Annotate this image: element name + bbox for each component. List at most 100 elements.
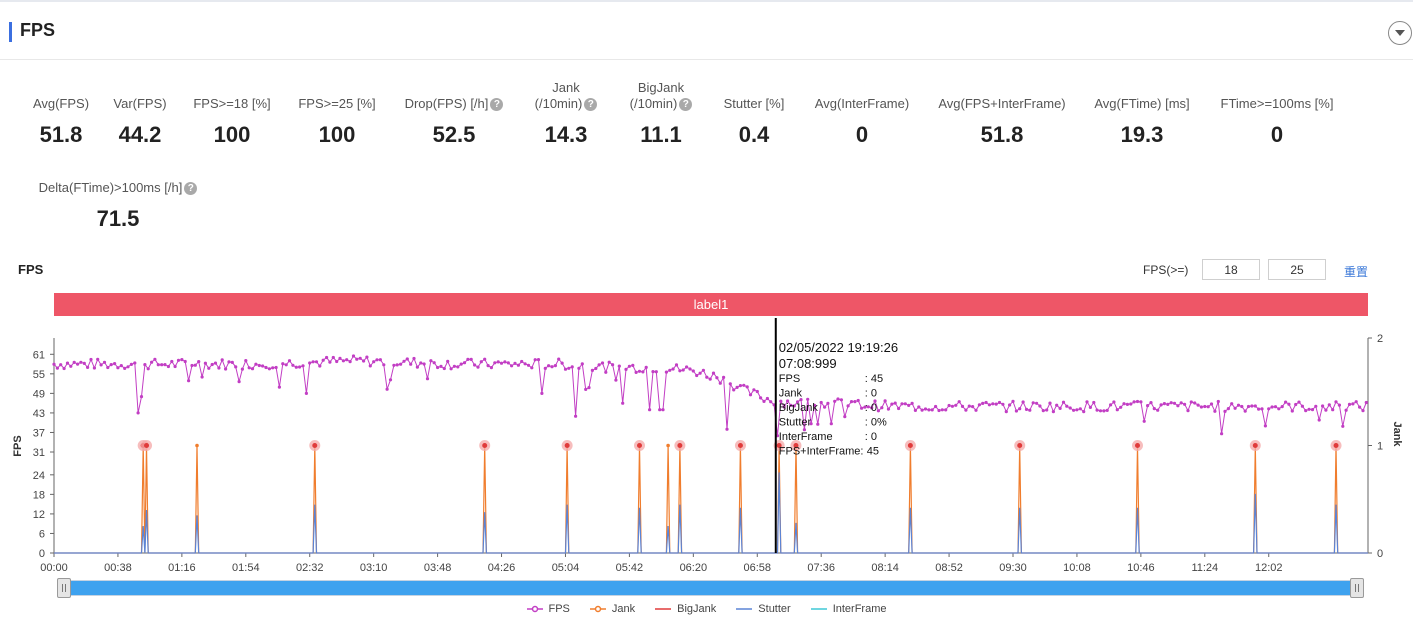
fps-point <box>1129 402 1133 406</box>
fps-point <box>617 364 621 368</box>
x-tick-label: 00:00 <box>40 562 68 574</box>
fps-point <box>1220 432 1224 436</box>
fps-point <box>641 370 645 374</box>
fps-point <box>79 360 83 364</box>
fps-point <box>907 403 911 407</box>
metric-2: FPS>=18 [%] 100 <box>152 96 312 148</box>
fps-point <box>701 368 706 372</box>
fps-point <box>1213 409 1217 413</box>
fps-point <box>927 408 931 412</box>
fps-point <box>981 401 985 405</box>
bigjank-marker <box>677 443 683 448</box>
legend-label: InterFrame <box>832 603 887 615</box>
fps-point <box>325 355 329 360</box>
fps-point <box>1341 424 1345 428</box>
fps-point <box>607 360 611 364</box>
fps-threshold-low-input[interactable] <box>1202 259 1260 280</box>
fps-point <box>153 357 157 361</box>
fps-point <box>513 361 517 365</box>
x-tick-label: 07:36 <box>807 562 835 574</box>
metric-value: 0 <box>1270 122 1284 147</box>
fps-point <box>473 363 477 367</box>
legend-item-stutter[interactable]: Stutter <box>736 601 791 617</box>
fps-point <box>250 367 255 371</box>
fps-point <box>496 360 500 364</box>
legend-item-jank[interactable]: Jank <box>589 601 635 617</box>
fps-point <box>459 362 463 366</box>
chart-title: FPS <box>18 262 44 277</box>
fps-point <box>274 365 278 370</box>
fps-point <box>792 404 796 408</box>
help-icon[interactable]: ? <box>679 97 693 111</box>
fps-point <box>277 385 281 389</box>
section-header: FPS <box>0 2 1413 60</box>
help-icon[interactable]: ? <box>490 97 504 111</box>
bigjank-marker <box>793 443 799 448</box>
fps-point <box>957 400 961 404</box>
fps-point <box>1243 409 1247 413</box>
metric-label: BigJank <box>637 80 685 95</box>
fps-point <box>883 399 887 403</box>
fps-point <box>1051 410 1055 414</box>
zoom-slider-right-handle[interactable] <box>1350 578 1364 598</box>
y-tick-label: 43 <box>33 408 45 420</box>
fps-point <box>476 365 480 369</box>
fps-point <box>1236 403 1241 407</box>
top-border <box>0 0 1413 2</box>
collapse-button[interactable] <box>1388 21 1412 45</box>
metric-value: 19.3 <box>1120 122 1164 147</box>
reset-button[interactable]: 重置 <box>1344 265 1369 279</box>
fps-point <box>728 382 732 386</box>
fps-point <box>516 363 521 367</box>
zoom-slider-left-handle[interactable] <box>57 578 71 598</box>
fps-point <box>1139 400 1143 404</box>
legend-item-bigjank[interactable]: BigJank <box>655 601 716 617</box>
fps-point <box>1031 401 1035 405</box>
fps-point <box>425 377 430 381</box>
fps-point <box>1364 400 1368 405</box>
fps-point <box>351 354 356 358</box>
metric-sublabel: (/10min)? <box>486 96 646 112</box>
fps-threshold-high-input[interactable] <box>1268 259 1326 280</box>
fps-point <box>886 407 891 411</box>
label-bar[interactable]: label1 <box>54 293 1368 316</box>
fps-point <box>436 365 440 370</box>
metric-value: 11.1 <box>640 122 682 147</box>
legend-label: Stutter <box>758 603 791 615</box>
fps-point <box>621 401 625 405</box>
fps-point <box>1102 409 1106 413</box>
legend-item-interframe[interactable]: InterFrame <box>810 601 887 617</box>
fps-point <box>311 360 315 364</box>
fps-point <box>1105 408 1109 412</box>
section-title: FPS <box>20 20 56 40</box>
fps-point <box>119 364 123 368</box>
fps-point <box>1193 401 1197 405</box>
zoom-slider-range[interactable] <box>70 581 1351 595</box>
fps-point <box>1092 400 1096 405</box>
section-accent-bar <box>9 22 12 42</box>
fps-point <box>937 408 941 413</box>
fps-point <box>52 362 56 366</box>
fps-point <box>762 399 766 403</box>
legend-item-fps[interactable]: FPS <box>526 601 570 617</box>
legend-label: FPS <box>548 603 570 615</box>
metric-label: Avg(InterFrame) <box>814 96 910 111</box>
fps-point <box>86 365 90 369</box>
fps-point <box>462 361 467 365</box>
fps-point <box>1024 407 1029 411</box>
fps-point <box>254 362 258 366</box>
help-icon[interactable]: ? <box>184 181 198 195</box>
fps-point <box>994 402 998 406</box>
help-icon[interactable]: ? <box>584 97 598 111</box>
fps-point <box>294 365 298 369</box>
fps-point <box>880 406 884 410</box>
fps-point <box>133 361 137 365</box>
fps-point <box>577 366 581 370</box>
fps-point <box>695 373 699 378</box>
metric-label: Delta(FTime)>100ms [/h]? <box>18 180 218 196</box>
fps-point <box>1199 405 1203 409</box>
fps-point <box>1260 407 1264 411</box>
fps-point <box>849 400 854 404</box>
fps-point <box>688 367 692 371</box>
